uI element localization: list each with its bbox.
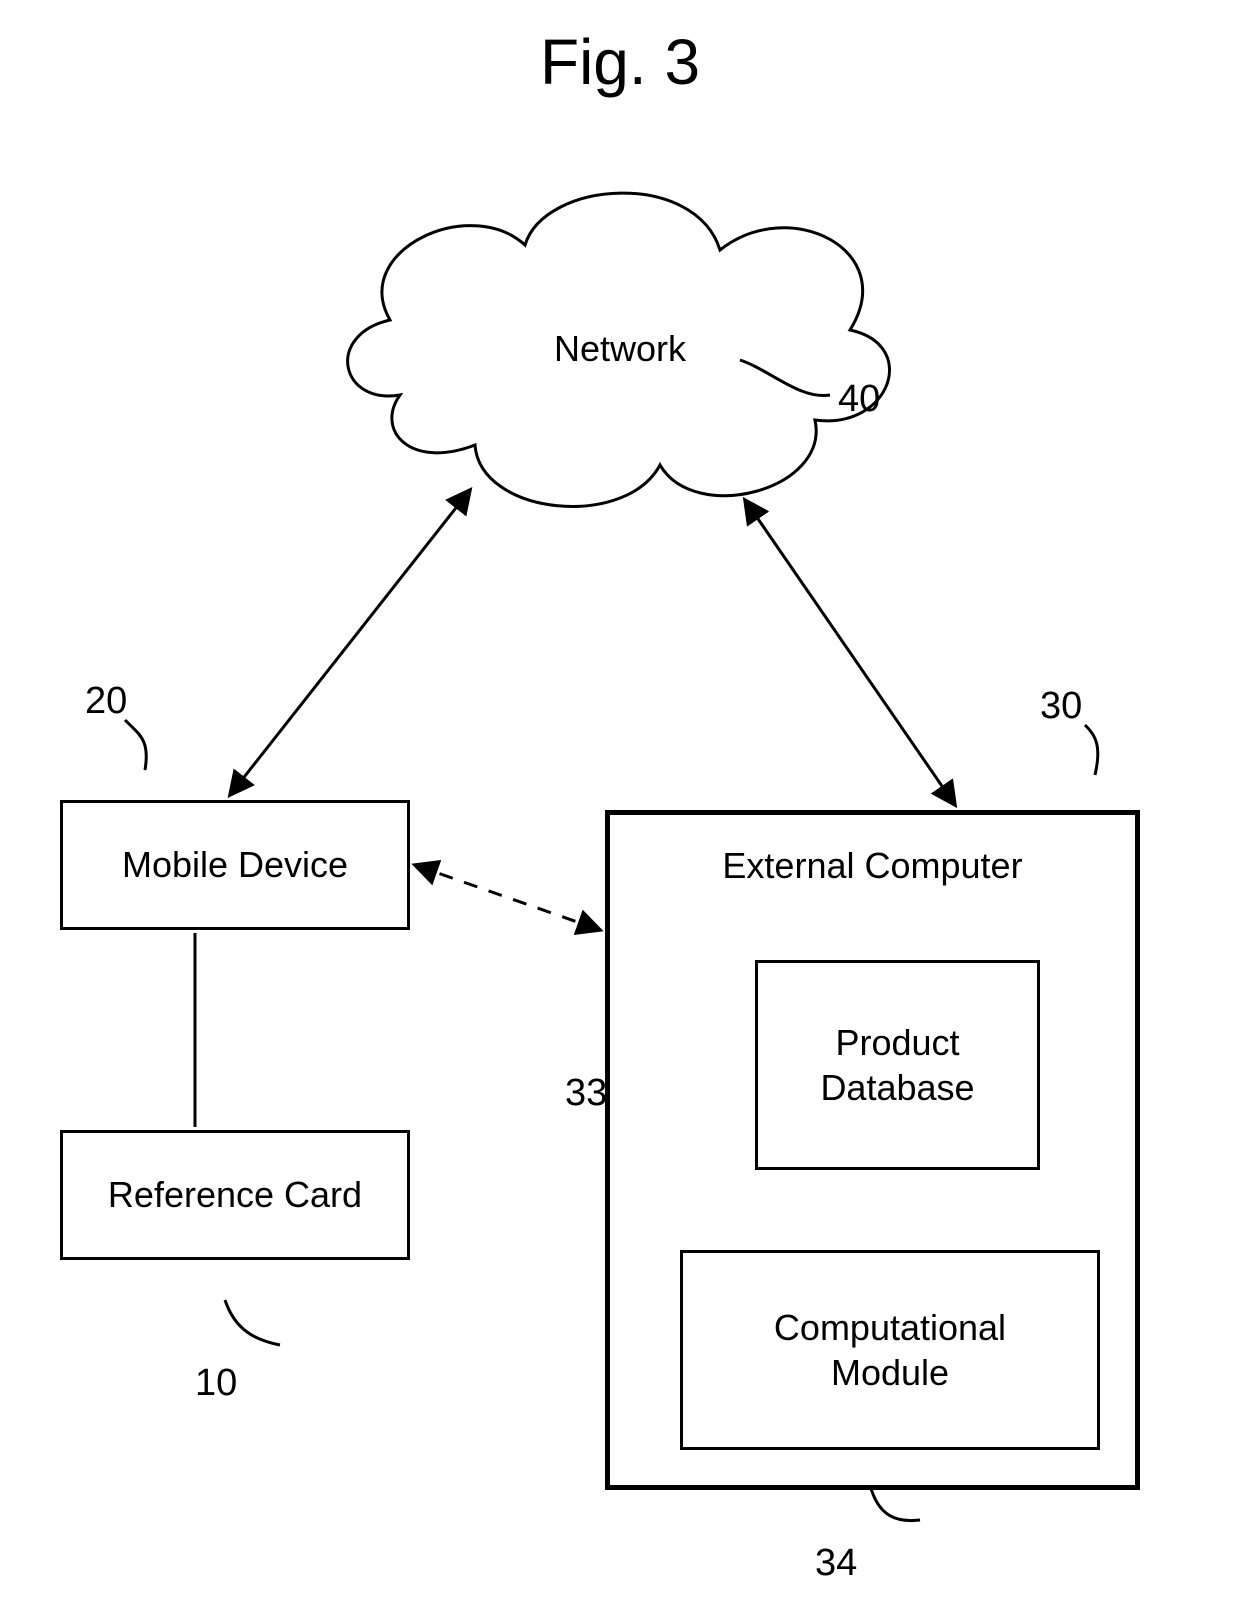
reference-card-box: Reference Card xyxy=(60,1130,410,1260)
diagram-canvas: Fig. 3 Network Mobile Device xyxy=(0,0,1240,1597)
ref-33: 33 xyxy=(565,1072,607,1115)
ref-40: 40 xyxy=(838,378,880,421)
edge-mobile-external xyxy=(415,865,600,930)
leader-20 xyxy=(125,720,146,770)
computational-module-label: Computational Module xyxy=(774,1305,1006,1395)
product-database-label: Product Database xyxy=(820,1020,974,1110)
ref-30: 30 xyxy=(1040,685,1082,728)
reference-card-label: Reference Card xyxy=(108,1174,362,1216)
ref-10: 10 xyxy=(195,1362,237,1405)
external-computer-label: External Computer xyxy=(610,845,1135,887)
network-label: Network xyxy=(495,328,745,370)
ref-20: 20 xyxy=(85,680,127,723)
leader-10 xyxy=(225,1300,280,1345)
mobile-device-label: Mobile Device xyxy=(122,844,348,886)
ref-34: 34 xyxy=(815,1542,857,1585)
leader-34 xyxy=(870,1485,920,1521)
product-database-box: Product Database xyxy=(755,960,1040,1170)
computational-module-box: Computational Module xyxy=(680,1250,1100,1450)
leader-30 xyxy=(1085,725,1098,775)
mobile-device-box: Mobile Device xyxy=(60,800,410,930)
edge-network-external xyxy=(745,500,955,805)
edge-network-mobile xyxy=(230,490,470,795)
